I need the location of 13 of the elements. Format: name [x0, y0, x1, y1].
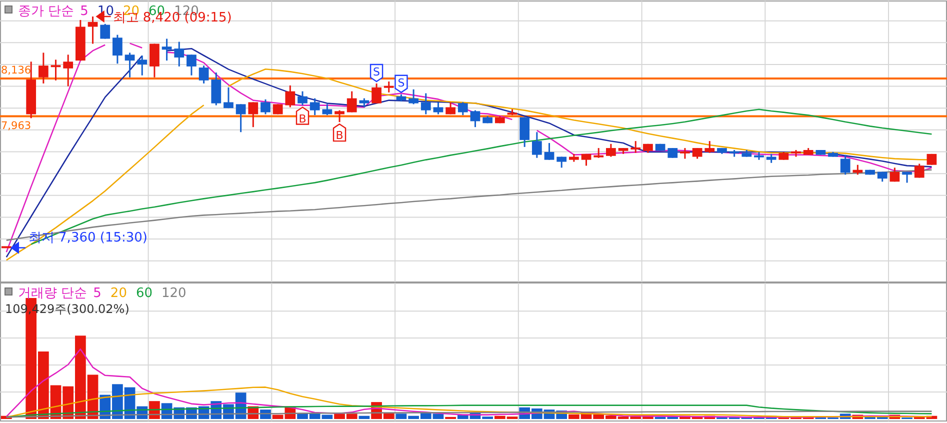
legend-title: 거래량 단순	[18, 286, 88, 301]
text: 120	[162, 286, 186, 301]
ref-line-label: 8,136	[1, 64, 32, 76]
legend-title: 종가 단순	[18, 4, 74, 19]
annotation: S	[373, 65, 380, 78]
ref-line-label: 7,963	[1, 120, 32, 132]
annotation: B	[336, 129, 344, 142]
text: 5	[80, 4, 88, 19]
annotation: S	[398, 76, 405, 90]
text: 5	[93, 286, 102, 301]
text: 20	[110, 286, 127, 301]
text: 60	[136, 286, 153, 301]
annotation: B	[298, 112, 306, 126]
